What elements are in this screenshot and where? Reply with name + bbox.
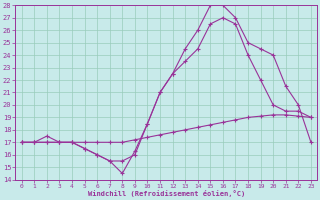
X-axis label: Windchill (Refroidissement éolien,°C): Windchill (Refroidissement éolien,°C) <box>88 190 245 197</box>
